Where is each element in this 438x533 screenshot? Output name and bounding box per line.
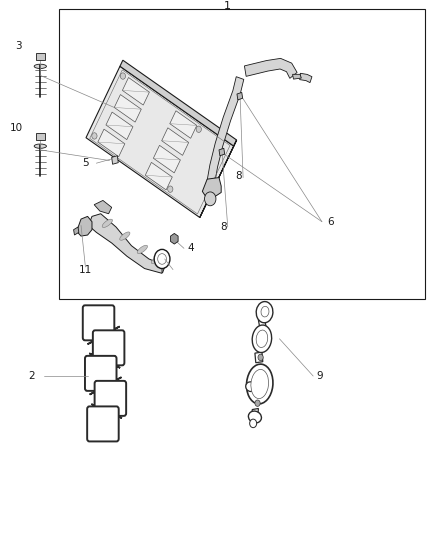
Circle shape [258,354,263,361]
Circle shape [250,419,257,427]
Ellipse shape [252,325,272,352]
Ellipse shape [34,144,46,148]
Ellipse shape [137,245,148,254]
FancyBboxPatch shape [87,406,119,441]
Text: 1: 1 [224,1,231,11]
Polygon shape [112,156,118,164]
Polygon shape [153,146,180,173]
FancyBboxPatch shape [85,356,117,391]
Polygon shape [89,353,120,368]
Polygon shape [258,319,266,330]
Polygon shape [98,129,125,157]
Polygon shape [92,404,122,418]
Text: 11: 11 [79,264,92,274]
Polygon shape [202,177,221,197]
Polygon shape [170,111,197,138]
Circle shape [154,249,170,269]
Ellipse shape [246,382,255,391]
Ellipse shape [120,232,130,240]
Text: 4: 4 [187,244,194,253]
Ellipse shape [151,256,160,263]
Ellipse shape [261,306,269,317]
Polygon shape [106,112,133,140]
Bar [59,9,425,299]
Text: 2: 2 [28,371,35,381]
Ellipse shape [102,219,113,228]
Polygon shape [207,77,244,182]
Bar [36,53,45,60]
Text: 7: 7 [159,264,166,274]
Polygon shape [244,59,297,78]
Polygon shape [237,92,243,100]
Polygon shape [122,77,149,105]
Polygon shape [120,60,237,146]
Text: 6: 6 [327,217,334,227]
Circle shape [196,126,201,132]
Polygon shape [145,163,172,190]
Ellipse shape [34,64,46,68]
Polygon shape [200,140,237,217]
Polygon shape [88,326,120,344]
Polygon shape [251,408,258,419]
Circle shape [120,73,126,79]
Polygon shape [162,128,189,155]
Polygon shape [219,148,225,156]
Polygon shape [88,214,162,273]
Polygon shape [90,377,121,394]
Text: 5: 5 [82,158,89,168]
Polygon shape [86,66,234,217]
Polygon shape [170,233,178,244]
Text: 9: 9 [316,371,323,381]
Polygon shape [94,200,112,214]
Text: 3: 3 [15,41,22,51]
Ellipse shape [248,411,261,423]
Circle shape [205,192,216,206]
Text: 8: 8 [235,172,242,182]
Ellipse shape [251,369,268,399]
FancyBboxPatch shape [95,381,126,416]
Polygon shape [114,94,141,122]
Polygon shape [77,216,92,236]
FancyBboxPatch shape [93,330,124,365]
Polygon shape [300,74,312,83]
Circle shape [168,186,173,192]
Polygon shape [74,227,79,235]
Polygon shape [293,74,301,79]
Circle shape [92,133,97,139]
FancyBboxPatch shape [83,305,114,341]
Circle shape [255,400,260,406]
Text: 10: 10 [10,123,23,133]
Ellipse shape [256,302,273,323]
Ellipse shape [256,330,268,348]
Circle shape [158,254,166,264]
Polygon shape [255,352,263,363]
Bar [36,133,45,140]
Ellipse shape [247,364,273,404]
Text: 8: 8 [220,222,227,232]
